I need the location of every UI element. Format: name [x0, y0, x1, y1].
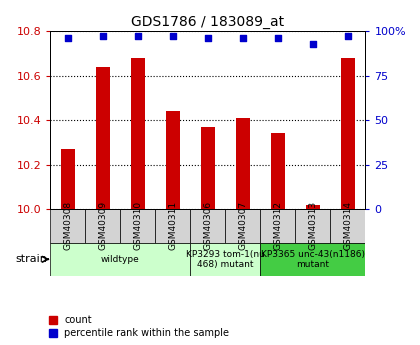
Bar — [155, 209, 190, 243]
Bar — [341, 58, 354, 209]
Point — [344, 33, 351, 39]
Bar — [50, 209, 85, 243]
Bar — [260, 243, 365, 276]
Text: GSM40314: GSM40314 — [344, 201, 352, 250]
Bar — [331, 209, 365, 243]
Point — [65, 36, 71, 41]
Text: strain: strain — [15, 254, 47, 264]
Bar — [131, 58, 144, 209]
Bar — [166, 111, 180, 209]
Point — [134, 33, 141, 39]
Text: KP3365 unc-43(n1186)
mutant: KP3365 unc-43(n1186) mutant — [261, 249, 365, 269]
Bar — [50, 243, 190, 276]
Bar — [190, 209, 226, 243]
Text: GSM40306: GSM40306 — [203, 201, 213, 250]
Legend: count, percentile rank within the sample: count, percentile rank within the sample — [47, 313, 231, 340]
Point — [310, 41, 316, 46]
Title: GDS1786 / 183089_at: GDS1786 / 183089_at — [131, 14, 284, 29]
Text: GSM40308: GSM40308 — [63, 201, 72, 250]
Text: GSM40310: GSM40310 — [134, 201, 142, 250]
Text: GSM40309: GSM40309 — [98, 201, 108, 250]
Text: KP3293 tom-1(nu
468) mutant: KP3293 tom-1(nu 468) mutant — [186, 249, 265, 269]
Bar — [260, 209, 295, 243]
Bar — [61, 149, 75, 209]
Point — [275, 36, 281, 41]
Point — [100, 33, 106, 39]
Bar — [190, 243, 260, 276]
Bar — [96, 67, 110, 209]
Point — [239, 36, 246, 41]
Point — [170, 33, 176, 39]
Bar — [236, 118, 249, 209]
Bar — [295, 209, 331, 243]
Bar — [121, 209, 155, 243]
Bar — [271, 134, 285, 209]
Bar — [201, 127, 215, 209]
Text: GSM40312: GSM40312 — [273, 201, 282, 250]
Text: GSM40311: GSM40311 — [168, 201, 177, 250]
Text: GSM40313: GSM40313 — [308, 201, 318, 250]
Bar — [226, 209, 260, 243]
Point — [205, 36, 211, 41]
Bar — [85, 209, 121, 243]
Bar — [306, 205, 320, 209]
Text: GSM40307: GSM40307 — [239, 201, 247, 250]
Text: wildtype: wildtype — [101, 255, 140, 264]
